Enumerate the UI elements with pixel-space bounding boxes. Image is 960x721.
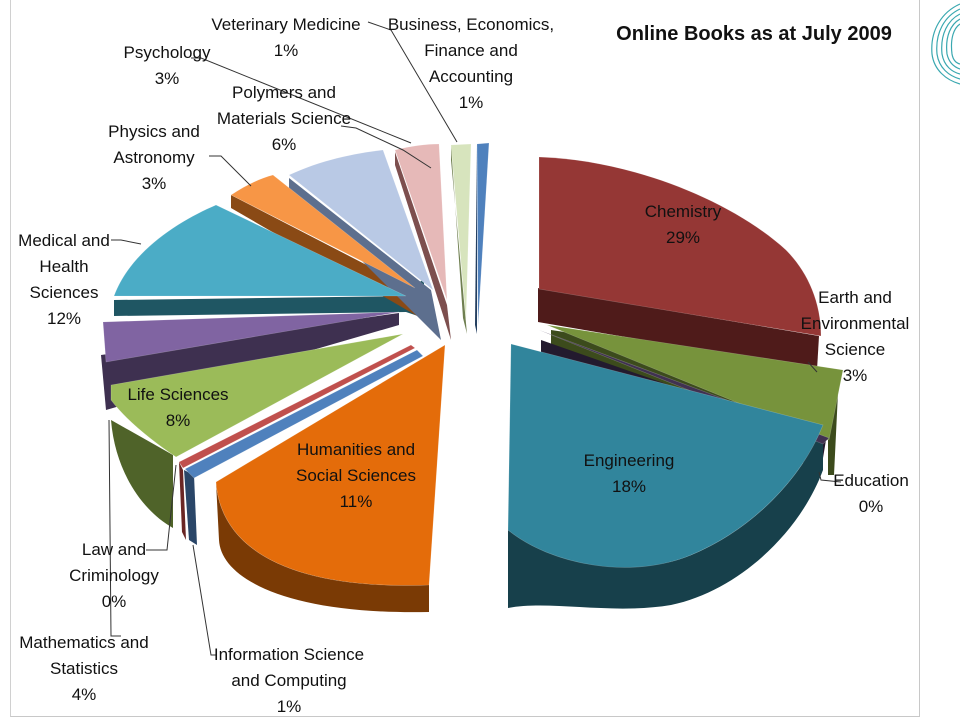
pie-slice-6	[184, 349, 424, 479]
data-label-line: 1%	[277, 697, 302, 716]
pie-slice-side-14	[395, 152, 451, 340]
leader-line-4	[209, 155, 252, 187]
pie-chart: Online Books as at July 2009 Veterinary …	[18, 15, 909, 716]
pie-slice-12	[230, 174, 416, 289]
pie-slice-side-9	[111, 420, 173, 528]
pie-slice-15	[450, 143, 472, 321]
data-label-line: Education	[833, 471, 909, 490]
pie-slice-side-7	[179, 462, 186, 540]
data-label-line: 4%	[72, 685, 97, 704]
data-label-line: Mathematics and	[19, 633, 148, 652]
data-label-line: Engineering	[584, 451, 675, 470]
data-label-line: 0%	[859, 497, 884, 516]
leader-line-5	[111, 239, 142, 245]
data-label-line: Earth and	[818, 288, 892, 307]
data-label-line: Business, Economics,	[388, 15, 554, 34]
data-label-3: Psychology 3%	[124, 43, 211, 88]
data-label-line: Humanities and	[297, 440, 415, 459]
data-label-line: Physics and	[108, 122, 200, 141]
leader-line-10	[192, 544, 216, 656]
data-label-line: 3%	[155, 69, 180, 88]
pie-slice-side-16	[475, 144, 477, 334]
data-label-line: Psychology	[124, 43, 211, 62]
data-label-line: 8%	[166, 411, 191, 430]
wave-logo-icon	[931, 3, 960, 85]
chart-frame: Online Books as at July 2009 Veterinary …	[10, 0, 920, 717]
data-label-15: Information Science and Computing 1%	[214, 645, 364, 716]
pie-slice-5	[215, 344, 446, 586]
data-label-8: Earth and Environmental Science 3%	[801, 288, 910, 385]
data-labels: Veterinary Medicine 1%Business, Economics…	[18, 15, 909, 716]
data-label-line: Statistics	[50, 659, 118, 678]
data-label-line: Materials Science	[217, 109, 351, 128]
chart-title: Online Books as at July 2009	[616, 23, 892, 45]
pie-slice-side-11	[114, 278, 424, 318]
data-label-10: Engineering 18%	[584, 451, 675, 496]
leader-line-3	[340, 125, 432, 169]
data-label-line: 0%	[102, 592, 127, 611]
data-label-line: Polymers and	[232, 83, 336, 102]
data-label-line: Science	[825, 340, 885, 359]
data-label-line: 1%	[274, 41, 299, 60]
leader-line-1	[367, 21, 458, 143]
pie-slice-10	[102, 311, 400, 363]
data-label-13: Law and Criminology 0%	[69, 540, 159, 611]
side-decoration	[920, 0, 960, 720]
data-label-line: Criminology	[69, 566, 159, 585]
pie-slice-side-5	[216, 482, 429, 613]
data-label-9: Education 0%	[833, 471, 909, 516]
pie-slice-4	[507, 343, 824, 568]
data-label-line: Veterinary Medicine	[211, 15, 360, 34]
pie-slice-7	[178, 344, 416, 469]
data-label-1: Veterinary Medicine 1%	[211, 15, 360, 60]
data-label-2: Business, Economics, Finance and Accountin…	[388, 15, 554, 112]
data-label-4: Polymers and Materials Science 6%	[217, 83, 351, 154]
data-label-7: Chemistry 29%	[645, 202, 722, 247]
leader-line-7	[818, 471, 842, 483]
data-label-line: Chemistry	[645, 202, 722, 221]
pie-slice-11	[113, 204, 407, 297]
data-label-14: Mathematics and Statistics 4%	[19, 633, 148, 704]
data-label-line: Law and	[82, 540, 146, 559]
data-label-line: Medical and	[18, 231, 110, 250]
data-label-6: Medical and Health Sciences 12%	[18, 231, 110, 328]
pie-slice-1	[538, 156, 822, 337]
pie-slice-side-1	[538, 288, 819, 370]
pie-slices	[101, 142, 844, 613]
leader-lines	[108, 21, 842, 656]
data-label-line: Finance and	[424, 41, 518, 60]
leader-line-8	[146, 464, 177, 551]
pie-slice-13	[288, 149, 434, 291]
data-label-line: 18%	[612, 477, 646, 496]
pie-slice-16	[476, 142, 490, 326]
data-label-line: 3%	[843, 366, 868, 385]
data-label-12: Life Sciences 8%	[127, 385, 228, 430]
data-label-line: and Computing	[231, 671, 346, 690]
data-label-line: Information Science	[214, 645, 364, 664]
data-label-line: 1%	[459, 93, 484, 112]
data-label-5: Physics and Astronomy 3%	[108, 122, 200, 193]
data-label-line: Astronomy	[113, 148, 195, 167]
leader-line-2	[191, 57, 412, 144]
data-label-line: Accounting	[429, 67, 513, 86]
data-label-line: 12%	[47, 309, 81, 328]
data-label-line: 6%	[272, 135, 297, 154]
data-label-line: Life Sciences	[127, 385, 228, 404]
pie-slice-side-6	[184, 470, 197, 545]
leader-line-6	[807, 361, 818, 373]
data-label-line: Social Sciences	[296, 466, 416, 485]
data-label-line: 11%	[340, 492, 373, 511]
data-label-line: 29%	[666, 228, 700, 247]
data-label-11: Humanities and Social Sciences 11%	[296, 440, 416, 511]
data-label-line: Health	[39, 257, 88, 276]
pie-slice-9	[110, 333, 404, 458]
data-label-line: 3%	[142, 174, 167, 193]
leader-line-9	[108, 419, 121, 637]
data-label-line: Sciences	[30, 283, 99, 302]
data-label-line: Environmental	[801, 314, 910, 333]
